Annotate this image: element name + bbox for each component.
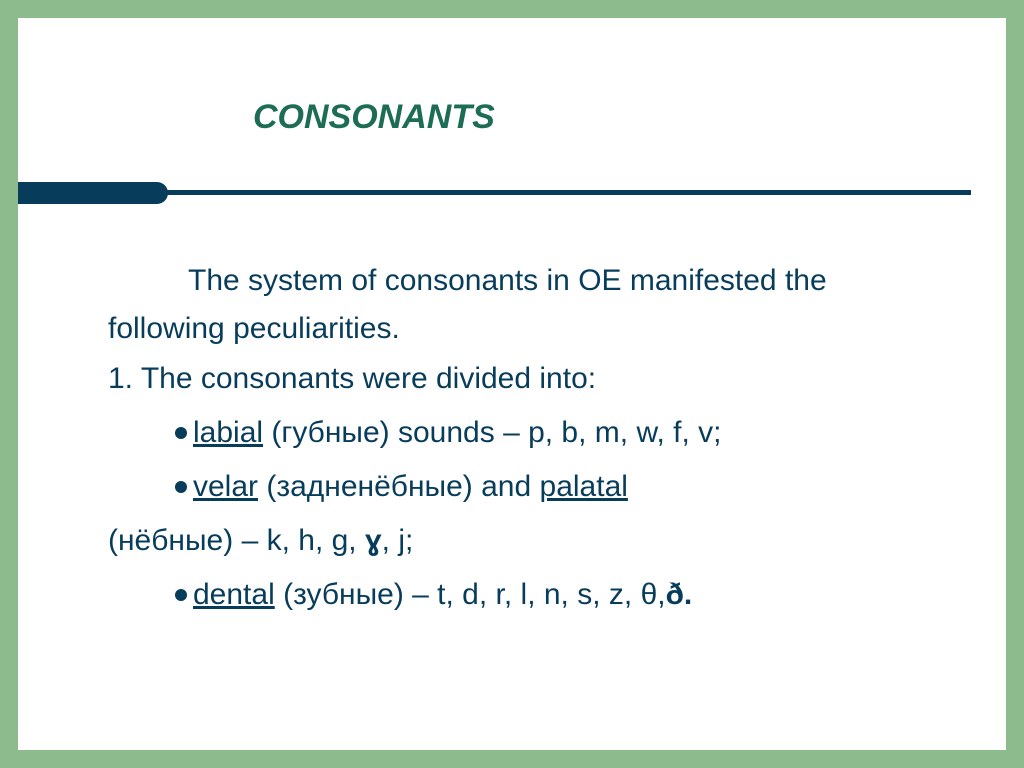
- bullet-labial-term: labial: [193, 416, 263, 449]
- slide-title: CONSONANTS: [253, 98, 1006, 137]
- bullet-dot-icon: [175, 427, 187, 439]
- body-content: The system of consonants in OE manifeste…: [18, 257, 1006, 619]
- bullet-dental-rest-prefix: (зубные) – t, d, r, l, n, s, z, θ,: [275, 578, 666, 611]
- bullet-dental: dental (зубные) – t, d, r, l, n, s, z, θ…: [108, 571, 951, 619]
- bullet-velar-mid: (задненёбные) and: [258, 470, 539, 503]
- bullet-labial: labial (губные) sounds – p, b, m, w, f, …: [108, 409, 951, 457]
- divider-line: [108, 190, 971, 195]
- bullet-dental-eth: ð: [666, 578, 684, 611]
- bullet-velar: velar (задненёбные) and palatal: [108, 463, 951, 511]
- slide-content-area: CONSONANTS The system of consonants in O…: [18, 18, 1006, 750]
- bullet-dot-icon: [175, 481, 187, 493]
- list-heading: 1. The consonants were divided into:: [108, 355, 951, 403]
- intro-text: The system of consonants in OE manifeste…: [108, 257, 951, 353]
- bullet-velar-rest-prefix: (нёбные) – k, h, g,: [108, 524, 365, 557]
- bullet-velar-rest-suffix: , j;: [382, 524, 414, 557]
- bullet-dental-term: dental: [193, 578, 275, 611]
- bullet-velar-line2: (нёбные) – k, h, g, ɣ, j;: [108, 517, 951, 565]
- slide-outer-frame: CONSONANTS The system of consonants in O…: [0, 0, 1024, 768]
- bullet-velar-term: velar: [193, 470, 258, 503]
- bullet-velar-gamma: ɣ: [365, 524, 382, 557]
- bullet-labial-rest: (губные) sounds – p, b, m, w, f, v;: [263, 416, 721, 449]
- divider-pill: [18, 182, 168, 204]
- bullet-dot-icon: [175, 589, 187, 601]
- divider: [18, 182, 1006, 202]
- bullet-dental-rest-suffix: .: [684, 578, 692, 611]
- bullet-palatal-term: palatal: [540, 470, 628, 503]
